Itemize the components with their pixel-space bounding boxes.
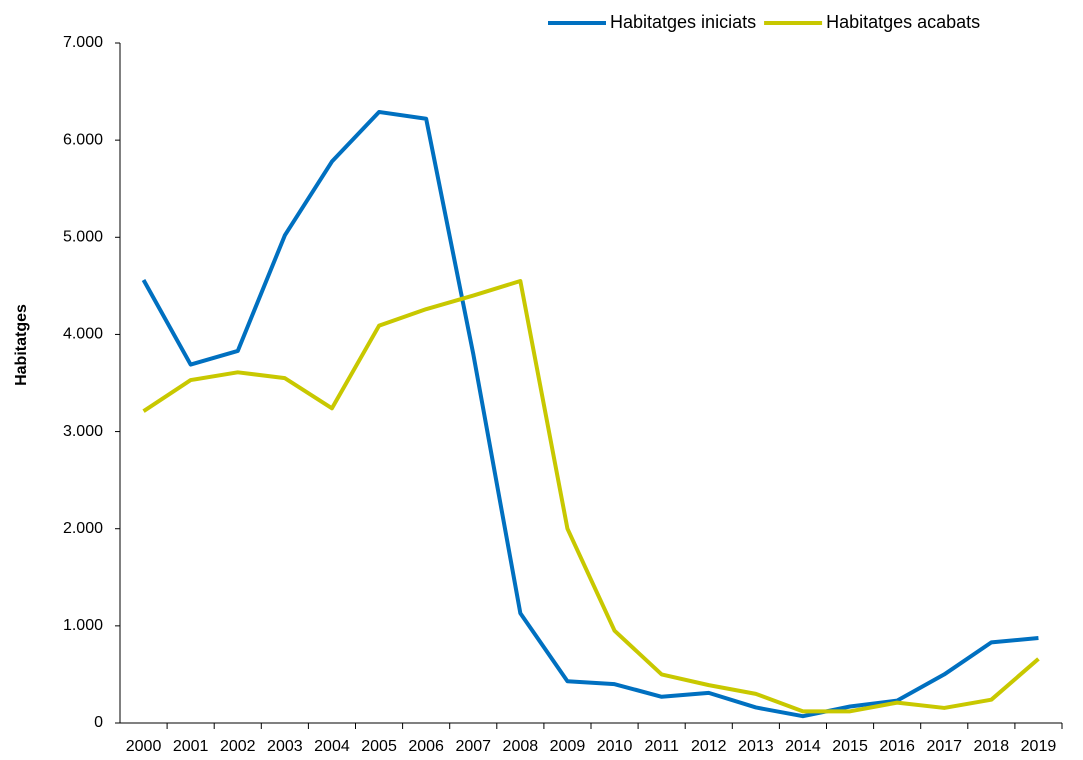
x-tick-label: 2014 xyxy=(785,738,821,755)
y-axis-title: Habitatges xyxy=(13,304,30,386)
x-tick-label: 2018 xyxy=(974,738,1010,755)
x-tick-label: 2010 xyxy=(597,738,633,755)
y-tick-label: 4.000 xyxy=(63,326,103,343)
x-tick-label: 2012 xyxy=(691,738,727,755)
x-tick-label: 2005 xyxy=(361,738,397,755)
x-tick-label: 2019 xyxy=(1021,738,1057,755)
x-tick-label: 2016 xyxy=(879,738,915,755)
x-tick-label: 2017 xyxy=(926,738,962,755)
x-tick-label: 2004 xyxy=(314,738,350,755)
legend-label: Habitatges acabats xyxy=(826,12,980,32)
y-tick-label: 2.000 xyxy=(63,520,103,537)
y-tick-label: 6.000 xyxy=(63,131,103,148)
x-tick-label: 2003 xyxy=(267,738,303,755)
x-tick-label: 2013 xyxy=(738,738,774,755)
series-line xyxy=(142,279,1040,714)
x-tick-label: 2002 xyxy=(220,738,256,755)
x-tick-label: 2001 xyxy=(173,738,209,755)
y-tick-label: 3.000 xyxy=(63,423,103,440)
x-tick-label: 2009 xyxy=(550,738,586,755)
x-tick-label: 2006 xyxy=(408,738,444,755)
x-tick-label: 2007 xyxy=(455,738,491,755)
x-tick-label: 2008 xyxy=(503,738,539,755)
x-tick-label: 2011 xyxy=(644,738,679,755)
y-tick-label: 5.000 xyxy=(63,229,103,246)
y-tick-label: 1.000 xyxy=(63,617,103,634)
x-tick-label: 2015 xyxy=(832,738,868,755)
x-tick-label: 2000 xyxy=(126,738,162,755)
y-tick-label: 7.000 xyxy=(63,34,103,51)
y-tick-label: 0 xyxy=(94,714,103,731)
series-line xyxy=(141,109,1039,719)
legend-label: Habitatges iniciats xyxy=(610,12,756,32)
